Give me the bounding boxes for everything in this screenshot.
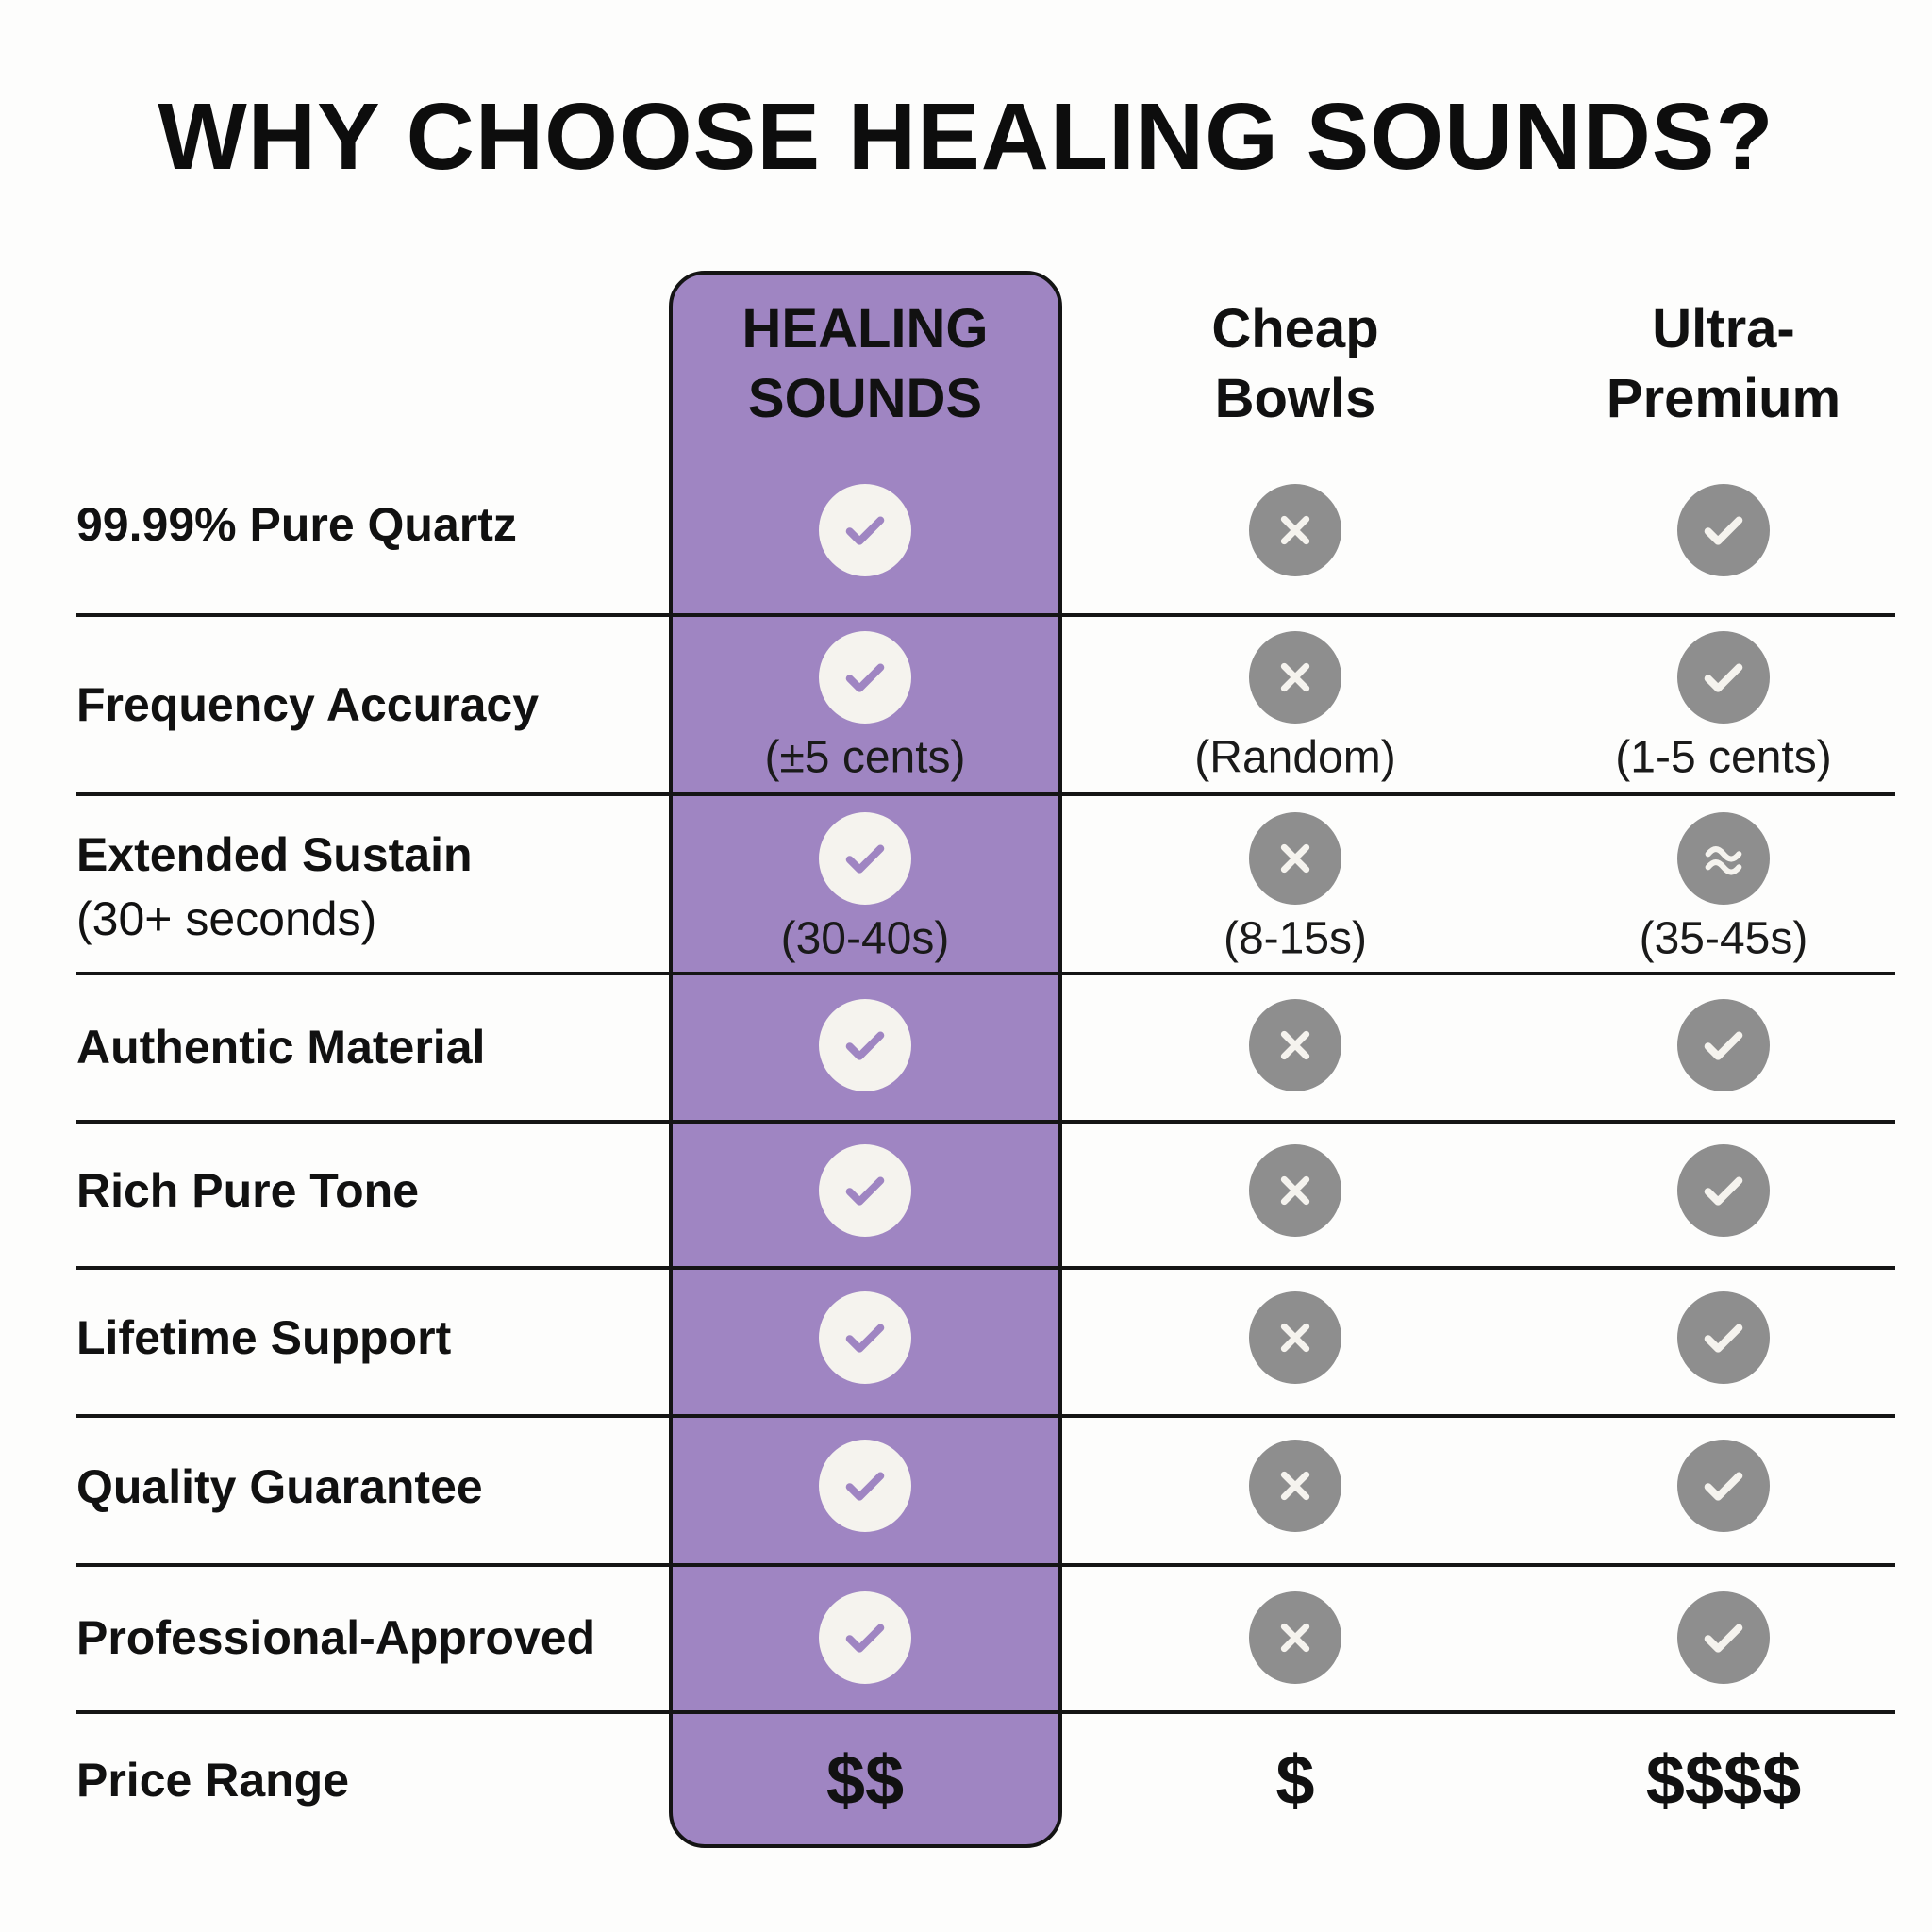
x-icon: [1249, 1144, 1341, 1237]
row-sublabel: (30+ seconds): [76, 892, 377, 945]
check-icon: [1677, 1591, 1770, 1684]
check-icon: [1677, 1291, 1770, 1384]
row-label-text: Rich Pure Tone: [76, 1164, 420, 1217]
row-divider: [76, 1266, 1895, 1270]
cell-note: (8-15s): [1223, 913, 1368, 964]
cell-note: (±5 cents): [764, 732, 966, 783]
check-icon: [1677, 484, 1770, 576]
row-label-text: Extended Sustain: [76, 828, 473, 881]
row-label: Professional-Approved: [76, 1610, 595, 1665]
page-title: WHY CHOOSE HEALING SOUNDS?: [158, 84, 1774, 190]
x-icon: [1249, 1291, 1341, 1384]
row-label: Extended Sustain (30+ seconds): [76, 827, 473, 946]
row-divider: [76, 1120, 1895, 1124]
x-icon: [1249, 484, 1341, 576]
price-value: $$$$: [1645, 1740, 1802, 1820]
row-label: Frequency Accuracy: [76, 677, 539, 732]
cell-note: (1-5 cents): [1615, 732, 1832, 783]
x-icon: [1249, 999, 1341, 1091]
check-icon: [819, 999, 911, 1091]
x-icon: [1249, 631, 1341, 724]
row-label: 99.99% Pure Quartz: [76, 497, 517, 552]
cell-note: (30-40s): [780, 913, 950, 964]
price-value: $: [1275, 1740, 1315, 1820]
column-header-line: Ultra-: [1652, 298, 1795, 359]
row-divider: [76, 792, 1895, 796]
cell-note: (35-45s): [1639, 913, 1808, 964]
approx-icon: [1677, 812, 1770, 905]
row-divider: [76, 1710, 1895, 1714]
row-label: Quality Guarantee: [76, 1459, 483, 1514]
check-icon: [819, 812, 911, 905]
column-header-cheap-bowls: Cheap Bowls: [1078, 294, 1512, 434]
check-icon: [819, 1291, 911, 1384]
column-header-healing-sounds: HEALING SOUNDS: [648, 294, 1082, 434]
row-label-text: Authentic Material: [76, 1021, 486, 1074]
check-icon: [819, 1144, 911, 1237]
check-icon: [1677, 999, 1770, 1091]
column-header-line: Premium: [1606, 368, 1841, 429]
cell-note: (Random): [1194, 732, 1396, 783]
check-icon: [1677, 1440, 1770, 1532]
check-icon: [819, 484, 911, 576]
column-header-line: SOUNDS: [747, 368, 983, 429]
row-label-text: Professional-Approved: [76, 1611, 596, 1664]
row-label-text: Quality Guarantee: [76, 1460, 483, 1513]
column-header-ultra-premium: Ultra- Premium: [1507, 294, 1932, 434]
row-label-price-range: Price Range: [76, 1754, 350, 1807]
column-header-line: Cheap: [1211, 298, 1379, 359]
row-divider: [76, 1414, 1895, 1418]
check-icon: [1677, 631, 1770, 724]
check-icon: [819, 1440, 911, 1532]
row-divider: [76, 972, 1895, 975]
row-label-text: Frequency Accuracy: [76, 678, 540, 731]
check-icon: [819, 1591, 911, 1684]
x-icon: [1249, 812, 1341, 905]
row-label: Rich Pure Tone: [76, 1163, 419, 1218]
x-icon: [1249, 1440, 1341, 1532]
check-icon: [1677, 1144, 1770, 1237]
row-label: Authentic Material: [76, 1020, 485, 1074]
row-divider: [76, 613, 1895, 617]
column-header-line: Bowls: [1214, 368, 1376, 429]
row-label-text: Lifetime Support: [76, 1311, 452, 1364]
row-divider: [76, 1563, 1895, 1567]
column-header-line: HEALING: [741, 298, 989, 359]
price-value: $$: [825, 1740, 905, 1820]
check-icon: [819, 631, 911, 724]
row-label-text: 99.99% Pure Quartz: [76, 498, 517, 551]
row-label: Lifetime Support: [76, 1310, 451, 1365]
x-icon: [1249, 1591, 1341, 1684]
